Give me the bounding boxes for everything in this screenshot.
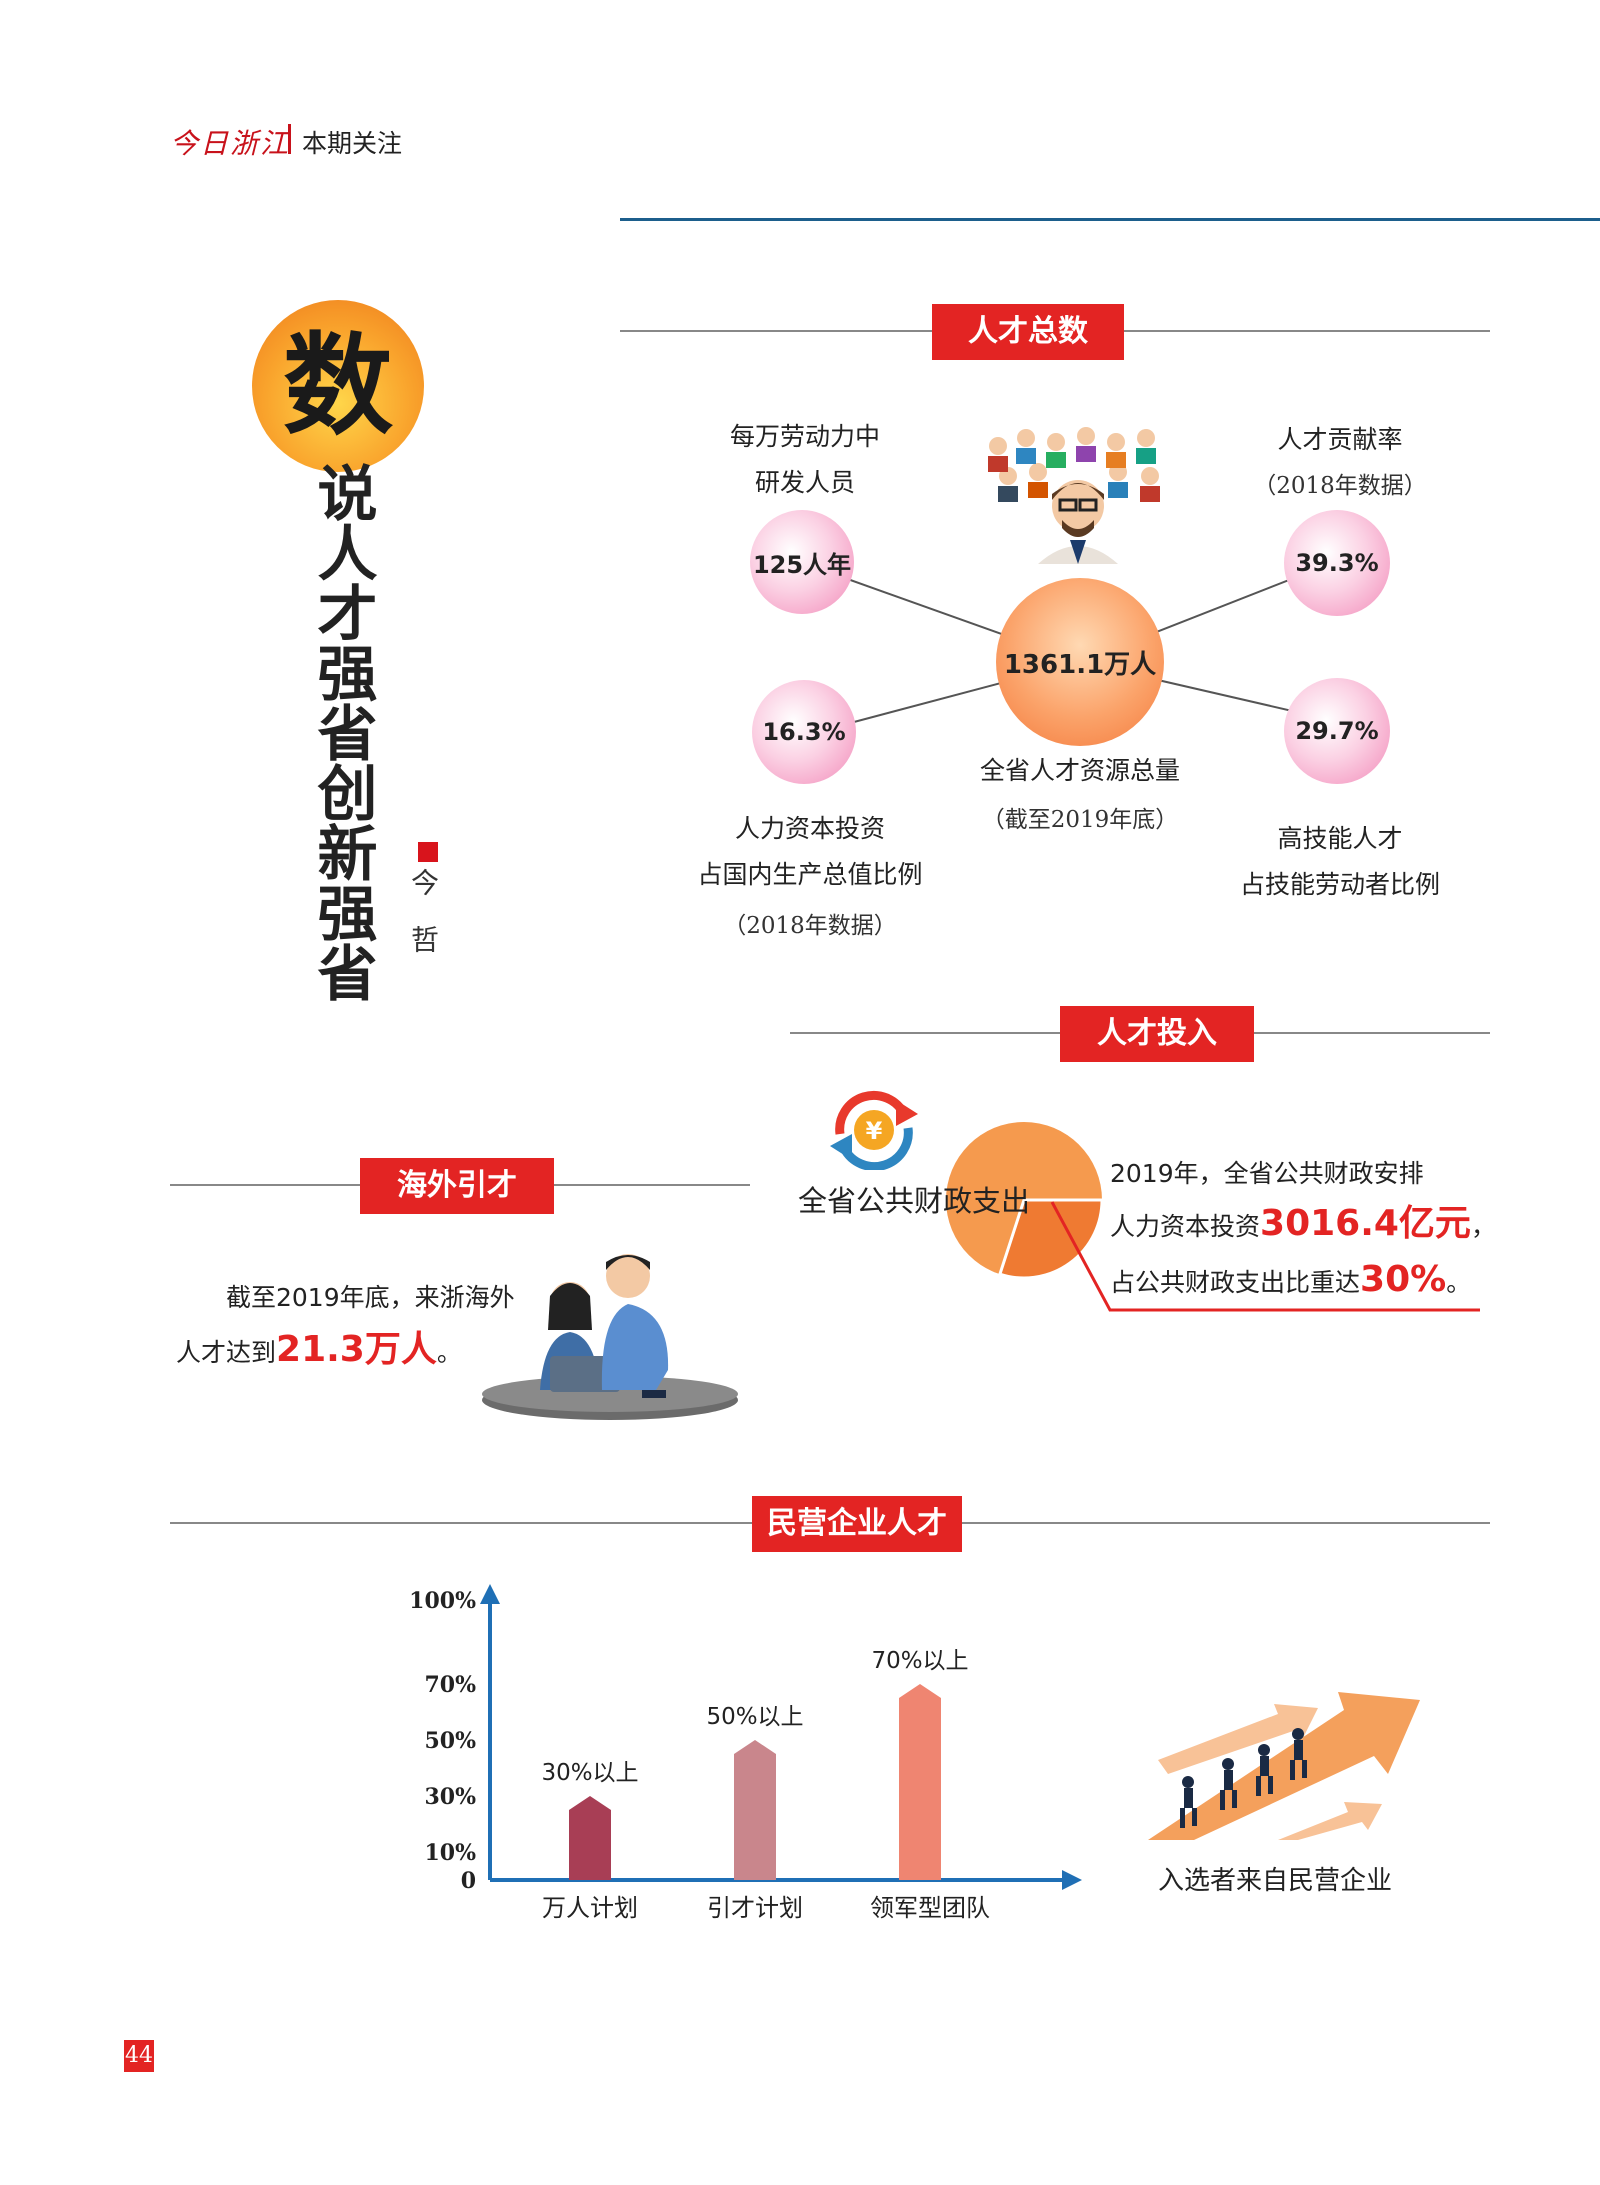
overseas-line2-prefix: 人才达到 [176,1338,277,1367]
y-tick-label: 100% [409,1588,476,1614]
investment-amount: 3016.4亿元 [1260,1203,1471,1244]
investment-text: 2019年，全省公共财政安排 [1110,1146,1500,1202]
section-label-overseas: 海外引才 [360,1158,554,1214]
overseas-line2: 人才达到21.3万人。 [176,1322,516,1381]
crowd-illustration [978,416,1178,564]
y-axis-arrow [480,1584,500,1604]
overseas-line2-suffix: 。 [436,1338,462,1367]
y-tick-label: 10% [424,1840,476,1866]
high-skill-caption-line1: 高技能人才 [1277,824,1403,853]
section-label-private: 民营企业人才 [752,1496,962,1552]
title-big-char: 数 [283,321,393,450]
svg-text:¥: ¥ [866,1117,883,1145]
high-skill-caption: 高技能人才 占技能劳动者比例 [1220,816,1460,908]
contribution-caption: 人才贡献率 [1277,425,1403,454]
pie-label: 全省公共财政支出 [798,1184,1031,1218]
section-name: 本期关注 [302,129,403,158]
bar-data-label: 50%以上 [706,1704,803,1730]
author-marker [418,842,438,862]
investment-line1: 2019年，全省公共财政安排 [1110,1159,1424,1188]
investment-line2: 人力资本投资3016.4亿元， [1110,1196,1510,1255]
office-workers-illustration [482,1254,738,1420]
section-label-talent-total: 人才总数 [932,304,1124,360]
human-capital-caption-line1: 人力资本投资 [734,814,885,843]
x-axis-arrow [1062,1870,1082,1890]
overseas-line1: 截至2019年底，来浙海外 [226,1283,515,1312]
rd-staff-caption: 每万劳动力中 研发人员 [700,414,910,506]
bar-data-label: 70%以上 [871,1648,968,1674]
section-label-investment: 人才投入 [1060,1006,1254,1062]
investment-line3-suffix: 。 [1446,1268,1472,1297]
bar [569,1796,611,1880]
rd-staff-caption-line2: 研发人员 [754,468,855,497]
y-tick-label: 30% [424,1784,476,1810]
investment-line2-suffix: ， [1470,1212,1496,1241]
investment-line3-prefix: 占公共财政支出比重达 [1110,1268,1361,1297]
bar [899,1684,941,1880]
high-skill-bubble: 29.7% [1284,678,1390,784]
fiscal-pie [946,1122,1104,1280]
total-talent-caption: 全省人才资源总量 [979,756,1180,785]
magazine-brand: 今日浙江 [170,127,291,160]
pie-callout-line [1050,1201,1480,1312]
human-capital-caption: 人力资本投资 占国内生产总值比例 [680,806,940,898]
y-tick-label: 50% [424,1728,476,1754]
investment-line2-prefix: 人力资本投资 [1110,1212,1261,1241]
human-capital-bubble: 16.3% [752,680,856,784]
y-tick-label: 70% [424,1672,476,1698]
human-capital-caption-line2: 占国内生产总值比例 [697,860,923,889]
bar [734,1740,776,1880]
top-rule [620,218,1600,221]
title-circle-badge [252,300,424,472]
contribution-bubble: 39.3% [1284,510,1390,616]
pie-slice-human-capital [998,1198,1104,1280]
y-tick-label: 0 [461,1868,476,1894]
overseas-count: 21.3万人 [276,1329,437,1370]
bar-data-label: 30%以上 [541,1760,638,1786]
article-title: 说人才强省创新强省 [307,462,377,1002]
contribution-sub: （2018年数据） [1253,473,1427,499]
x-category-label: 引才计划 [707,1894,803,1920]
page-number: 44 [124,2040,154,2072]
header-divider [288,124,291,154]
author-name: 今 哲 [407,868,440,963]
high-skill-caption-line2: 占技能劳动者比例 [1239,870,1440,899]
rd-staff-bubble: 125人年 [750,510,854,614]
investment-share: 30% [1360,1259,1447,1300]
rd-staff-caption-line1: 每万劳动力中 [729,422,880,451]
human-capital-sub: （2018年数据） [723,913,897,939]
total-talent-bubble: 1361.1万人 [996,578,1164,746]
x-category-label: 领军型团队 [870,1894,990,1920]
yen-icon: ¥ [830,1090,918,1170]
private-side-caption: 入选者来自民营企业 [1158,1866,1393,1896]
x-category-label: 万人计划 [542,1894,638,1920]
total-talent-sub: （截至2019年底） [981,807,1179,833]
runners-arrow-illustration [1148,1692,1420,1840]
investment-line3: 占公共财政支出比重达30%。 [1110,1252,1510,1311]
chart-bars [569,1684,941,1880]
